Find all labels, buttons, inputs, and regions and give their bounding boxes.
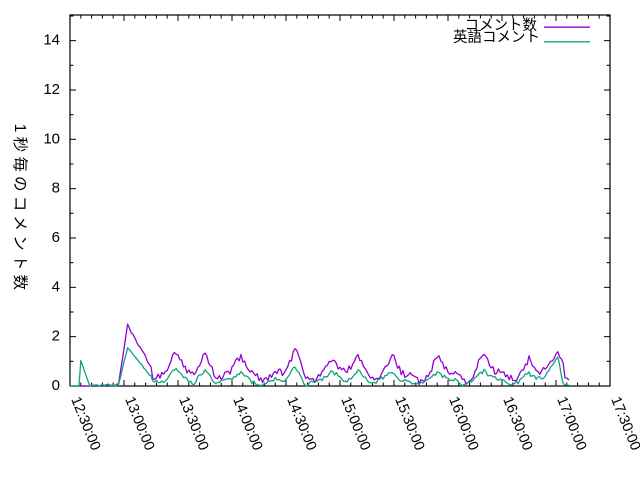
svg-text:12: 12 bbox=[43, 81, 60, 98]
svg-text:10: 10 bbox=[43, 130, 60, 147]
svg-text:0: 0 bbox=[52, 377, 60, 394]
svg-text:8: 8 bbox=[52, 180, 60, 197]
svg-text:英語コメント: 英語コメント bbox=[453, 28, 540, 46]
svg-text:1秒毎のコメント数: 1秒毎のコメント数 bbox=[11, 124, 29, 294]
svg-text:14: 14 bbox=[43, 32, 60, 49]
svg-text:4: 4 bbox=[52, 278, 60, 295]
svg-text:2: 2 bbox=[52, 328, 60, 345]
svg-text:6: 6 bbox=[52, 229, 60, 246]
